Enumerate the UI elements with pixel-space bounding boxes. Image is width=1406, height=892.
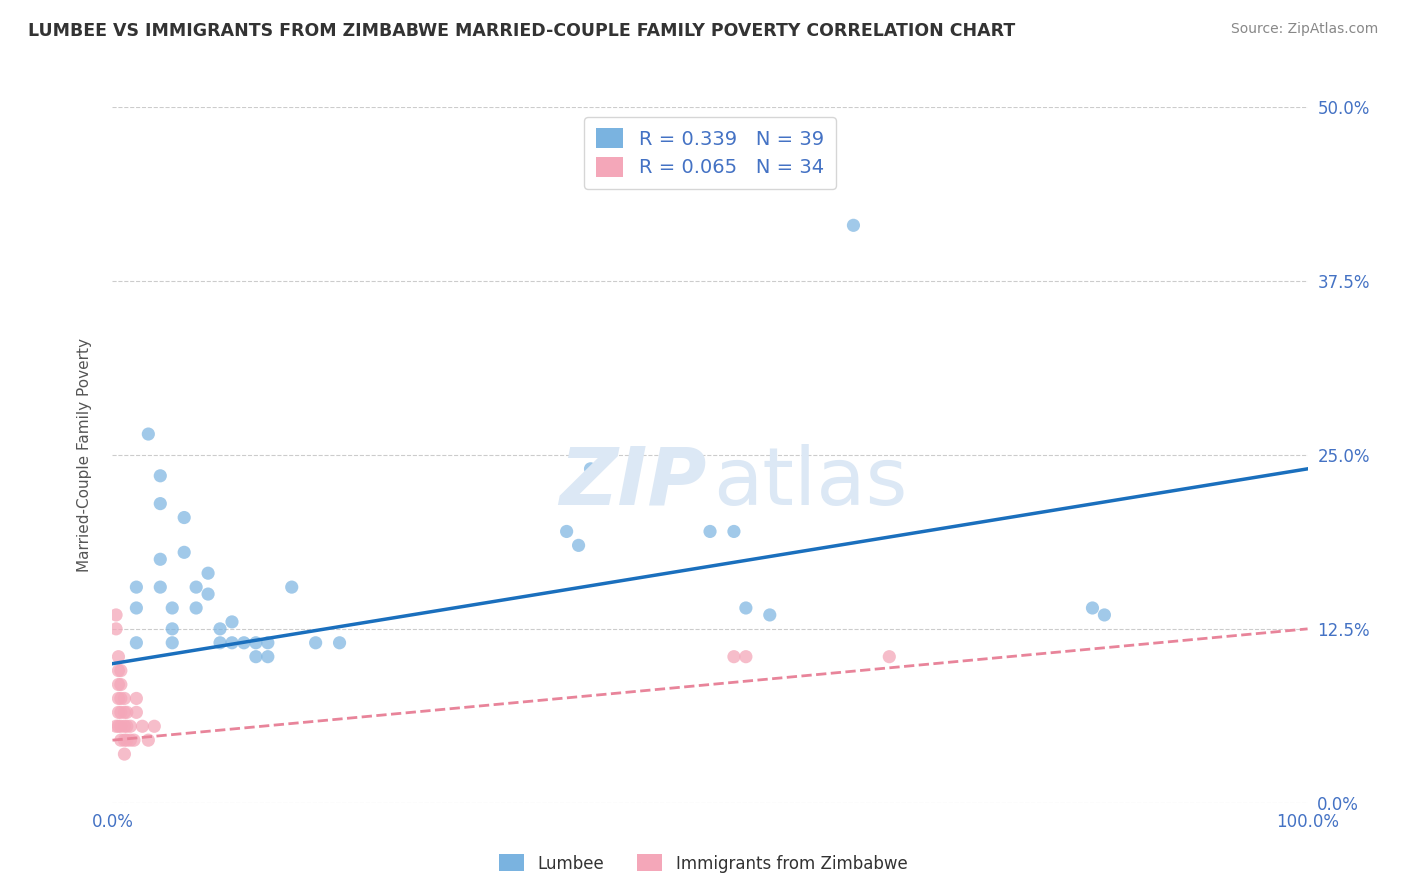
Point bbox=[162, 622, 183, 636]
Point bbox=[328, 636, 352, 650]
Text: Source: ZipAtlas.com: Source: ZipAtlas.com bbox=[1230, 22, 1378, 37]
Point bbox=[735, 649, 758, 664]
Point bbox=[114, 719, 135, 733]
Point bbox=[186, 580, 208, 594]
Point bbox=[110, 677, 132, 691]
Point bbox=[125, 706, 148, 720]
Point bbox=[162, 636, 183, 650]
Point bbox=[107, 677, 129, 691]
Point bbox=[131, 719, 153, 733]
Point bbox=[162, 601, 183, 615]
Point bbox=[232, 636, 256, 650]
Point bbox=[125, 691, 148, 706]
Point bbox=[149, 580, 172, 594]
Point bbox=[110, 733, 132, 747]
Point bbox=[149, 468, 172, 483]
Point bbox=[107, 649, 129, 664]
Point bbox=[877, 649, 900, 664]
Point bbox=[105, 622, 128, 636]
Text: LUMBEE VS IMMIGRANTS FROM ZIMBABWE MARRIED-COUPLE FAMILY POVERTY CORRELATION CHA: LUMBEE VS IMMIGRANTS FROM ZIMBABWE MARRI… bbox=[28, 22, 1015, 40]
Point bbox=[245, 636, 267, 650]
Point bbox=[208, 622, 231, 636]
Point bbox=[197, 587, 219, 601]
Point bbox=[567, 538, 591, 552]
Point bbox=[723, 524, 745, 539]
Point bbox=[257, 649, 280, 664]
Point bbox=[173, 510, 195, 524]
Text: ZIP: ZIP bbox=[560, 443, 706, 522]
Point bbox=[143, 719, 166, 733]
Point bbox=[735, 601, 758, 615]
Point bbox=[125, 580, 148, 594]
Point bbox=[173, 545, 195, 559]
Point bbox=[186, 601, 208, 615]
Point bbox=[149, 552, 172, 566]
Point bbox=[115, 719, 138, 733]
Legend: R = 0.339   N = 39, R = 0.065   N = 34: R = 0.339 N = 39, R = 0.065 N = 34 bbox=[585, 117, 835, 189]
Point bbox=[107, 706, 129, 720]
Point bbox=[105, 607, 128, 622]
Point bbox=[114, 747, 135, 761]
Y-axis label: Married-Couple Family Poverty: Married-Couple Family Poverty bbox=[77, 338, 91, 572]
Point bbox=[723, 649, 745, 664]
Text: atlas: atlas bbox=[714, 443, 908, 522]
Point bbox=[120, 719, 142, 733]
Point bbox=[110, 691, 132, 706]
Point bbox=[842, 219, 865, 233]
Point bbox=[197, 566, 219, 581]
Point bbox=[110, 664, 132, 678]
Point bbox=[138, 733, 160, 747]
Point bbox=[110, 719, 132, 733]
Point bbox=[257, 636, 280, 650]
Point bbox=[699, 524, 721, 539]
Point bbox=[245, 649, 267, 664]
Point bbox=[114, 691, 135, 706]
Point bbox=[110, 706, 132, 720]
Point bbox=[115, 706, 138, 720]
Point bbox=[107, 664, 129, 678]
Point bbox=[579, 462, 602, 476]
Point bbox=[138, 427, 160, 442]
Point bbox=[115, 733, 138, 747]
Point bbox=[107, 691, 129, 706]
Point bbox=[120, 733, 142, 747]
Point bbox=[105, 719, 128, 733]
Point bbox=[107, 719, 129, 733]
Point bbox=[221, 636, 243, 650]
Point bbox=[122, 733, 145, 747]
Point bbox=[149, 497, 172, 511]
Point bbox=[555, 524, 578, 539]
Point bbox=[759, 607, 782, 622]
Point bbox=[304, 636, 326, 650]
Point bbox=[125, 601, 148, 615]
Point bbox=[125, 636, 148, 650]
Point bbox=[281, 580, 304, 594]
Point bbox=[208, 636, 231, 650]
Point bbox=[1092, 607, 1115, 622]
Point bbox=[114, 706, 135, 720]
Legend: Lumbee, Immigrants from Zimbabwe: Lumbee, Immigrants from Zimbabwe bbox=[492, 847, 914, 880]
Point bbox=[114, 733, 135, 747]
Point bbox=[221, 615, 243, 629]
Point bbox=[1081, 601, 1104, 615]
